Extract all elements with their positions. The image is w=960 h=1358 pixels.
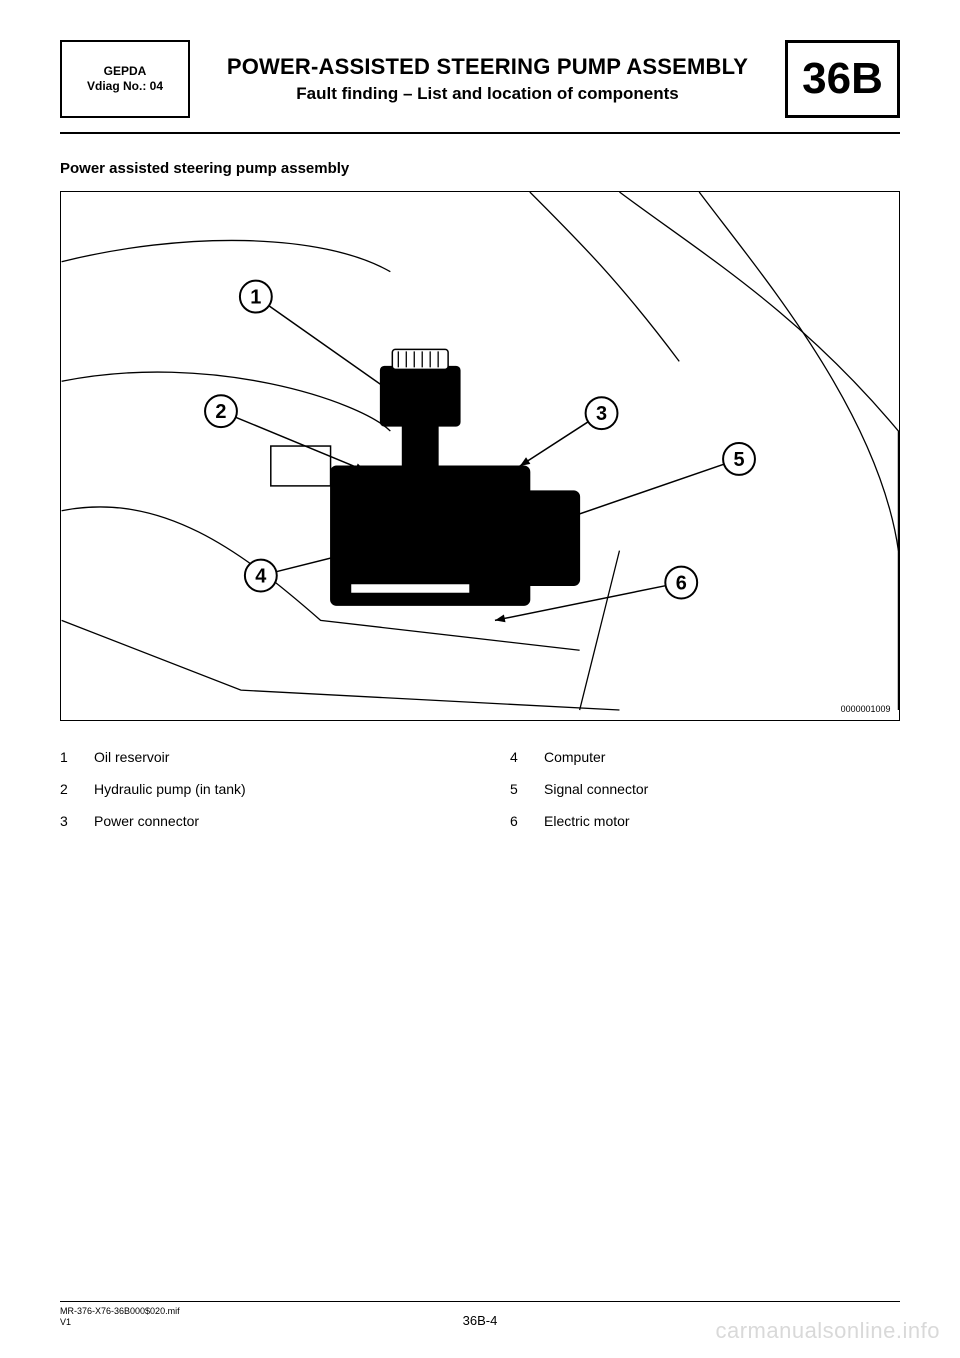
legend-row: 6Electric motor (510, 813, 900, 829)
header-box-line1: GEPDA (104, 64, 147, 79)
legend-number: 5 (510, 781, 544, 797)
legend-label: Electric motor (544, 813, 900, 829)
legend-number: 6 (510, 813, 544, 829)
pump-motor (470, 491, 580, 586)
legend-row: 1Oil reservoir (60, 749, 450, 765)
legend-number: 4 (510, 749, 544, 765)
legend-label: Hydraulic pump (in tank) (94, 781, 450, 797)
page: GEPDA Vdiag No.: 04 POWER-ASSISTED STEER… (0, 0, 960, 1358)
callout-arrowhead (495, 614, 506, 622)
legend-col-right: 4Computer5Signal connector6Electric moto… (510, 749, 900, 845)
watermark: carmanualsonline.info (715, 1318, 940, 1344)
diagram-svg: 1 2 3 4 5 6 0000001009 (61, 192, 899, 720)
callout-leader (560, 464, 724, 521)
footer-rule (60, 1301, 900, 1302)
legend-label: Computer (544, 749, 900, 765)
legend-row: 5Signal connector (510, 781, 900, 797)
callout-leader (520, 422, 588, 466)
legend: 1Oil reservoir2Hydraulic pump (in tank)3… (60, 749, 900, 845)
legend-label: Power connector (94, 813, 450, 829)
bg-line (580, 551, 620, 710)
page-title: POWER-ASSISTED STEERING PUMP ASSEMBLY (227, 54, 748, 80)
component-diagram: 1 2 3 4 5 6 0000001009 (60, 191, 900, 721)
callout-leader (269, 306, 390, 391)
legend-row: 4Computer (510, 749, 900, 765)
bg-line (62, 240, 391, 271)
bg-line (62, 620, 620, 710)
callout-number-2: 2 (215, 401, 226, 423)
legend-row: 2Hydraulic pump (in tank) (60, 781, 450, 797)
legend-label: Signal connector (544, 781, 900, 797)
footer-page-number: 36B-4 (463, 1313, 498, 1328)
callout-number-3: 3 (596, 403, 607, 425)
header-info-box: GEPDA Vdiag No.: 04 (60, 40, 190, 118)
diagram-background-lines (62, 192, 899, 710)
legend-number: 3 (60, 813, 94, 829)
legend-number: 1 (60, 749, 94, 765)
pump-reservoir (380, 366, 460, 426)
page-subtitle: Fault finding – List and location of com… (296, 84, 679, 104)
pump-cap (392, 349, 448, 369)
pump-assembly-shape (271, 349, 580, 605)
callout-number-6: 6 (676, 573, 687, 595)
callout-arrowhead (520, 457, 531, 466)
section-code-box: 36B (785, 40, 900, 118)
footer-docref-line: MR-376-X76-36B000$020.mif (60, 1306, 180, 1317)
header-box-line2: Vdiag No.: 04 (87, 79, 163, 94)
callout-number-1: 1 (250, 287, 261, 309)
legend-row: 3Power connector (60, 813, 450, 829)
bg-line (699, 192, 898, 551)
legend-label: Oil reservoir (94, 749, 450, 765)
page-header: GEPDA Vdiag No.: 04 POWER-ASSISTED STEER… (60, 40, 900, 118)
callout-number-5: 5 (733, 449, 744, 471)
pump-slot (350, 584, 470, 594)
section-code: 36B (802, 54, 883, 104)
callout-number-4: 4 (255, 566, 266, 588)
header-titles: POWER-ASSISTED STEERING PUMP ASSEMBLY Fa… (190, 40, 785, 118)
pump-neck (402, 426, 438, 466)
legend-number: 2 (60, 781, 94, 797)
footer-version: V1 (60, 1317, 180, 1328)
bg-line (530, 192, 679, 361)
header-rule (60, 132, 900, 134)
diagram-image-id: 0000001009 (841, 704, 891, 714)
section-heading: Power assisted steering pump assembly (60, 160, 900, 177)
legend-col-left: 1Oil reservoir2Hydraulic pump (in tank)3… (60, 749, 450, 845)
footer-docref: MR-376-X76-36B000$020.mif V1 (60, 1306, 180, 1328)
